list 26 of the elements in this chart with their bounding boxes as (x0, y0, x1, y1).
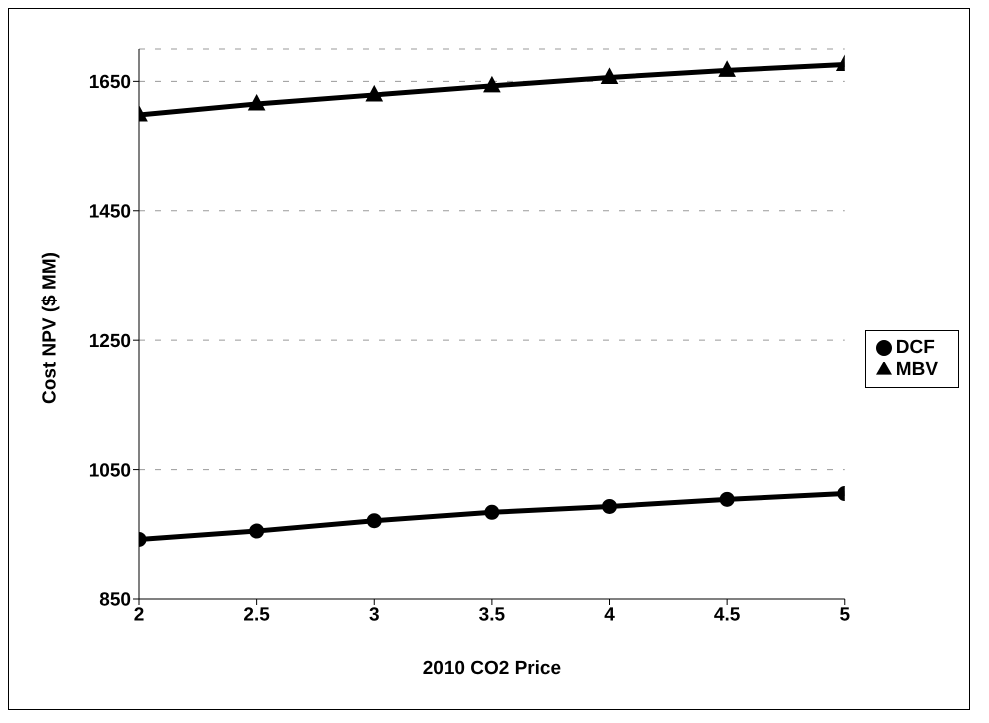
x-tick-label: 3 (368, 604, 380, 626)
point (602, 498, 618, 514)
y-tick-label: 1250 (88, 330, 131, 352)
point (718, 60, 736, 77)
y-tick-label: 850 (99, 590, 131, 611)
x-tick-label: 4 (604, 604, 616, 626)
y-axis-title: Cost NPV ($ MM) (40, 252, 61, 404)
point (366, 513, 382, 528)
point (249, 524, 264, 539)
x-tick-label: 2 (134, 604, 144, 626)
point (720, 492, 735, 507)
point (366, 85, 383, 102)
y-tick-label: 1650 (88, 72, 131, 94)
legend-label: MBV (896, 359, 938, 380)
legend-label: DCF (896, 337, 935, 358)
point (601, 68, 618, 84)
point (483, 76, 500, 92)
y-tick-label: 1450 (88, 202, 131, 223)
x-tick-label: 2.5 (243, 604, 270, 626)
x-tick-label: 4.5 (714, 604, 741, 626)
x-tick-label: 3.5 (478, 604, 506, 626)
x-axis-title: 2010 CO2 Price (422, 658, 562, 679)
x-tick-label: 5 (839, 604, 850, 626)
y-tick-label: 1050 (88, 460, 131, 482)
point (248, 94, 266, 110)
point (484, 504, 500, 520)
